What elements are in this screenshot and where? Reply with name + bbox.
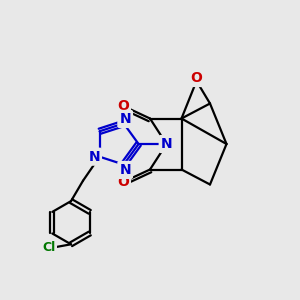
Text: O: O: [117, 100, 129, 113]
Text: N: N: [119, 112, 131, 126]
Text: Cl: Cl: [42, 241, 55, 254]
Text: O: O: [117, 175, 129, 188]
Text: N: N: [161, 137, 172, 151]
Text: O: O: [190, 71, 202, 85]
Text: N: N: [119, 163, 131, 177]
Text: N: N: [88, 150, 100, 164]
